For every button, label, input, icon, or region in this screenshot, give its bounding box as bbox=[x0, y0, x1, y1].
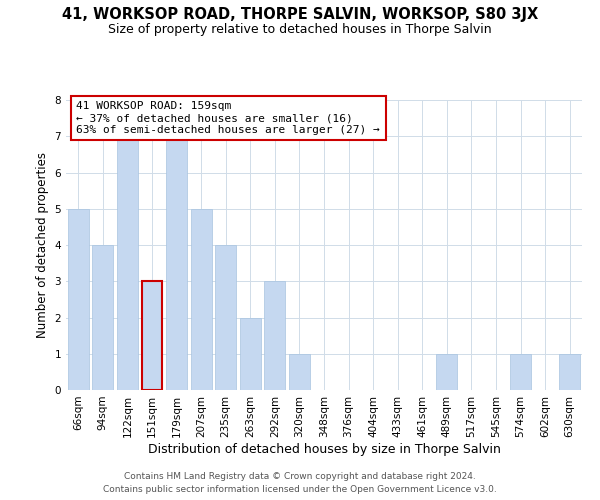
Bar bbox=[166, 136, 187, 390]
Bar bbox=[240, 318, 261, 390]
Bar bbox=[92, 245, 113, 390]
Y-axis label: Number of detached properties: Number of detached properties bbox=[36, 152, 49, 338]
Bar bbox=[117, 136, 138, 390]
Bar bbox=[68, 209, 89, 390]
Bar bbox=[559, 354, 580, 390]
Bar bbox=[142, 281, 163, 390]
Bar bbox=[289, 354, 310, 390]
Text: Size of property relative to detached houses in Thorpe Salvin: Size of property relative to detached ho… bbox=[108, 22, 492, 36]
Text: 41, WORKSOP ROAD, THORPE SALVIN, WORKSOP, S80 3JX: 41, WORKSOP ROAD, THORPE SALVIN, WORKSOP… bbox=[62, 8, 538, 22]
Bar bbox=[436, 354, 457, 390]
X-axis label: Distribution of detached houses by size in Thorpe Salvin: Distribution of detached houses by size … bbox=[148, 442, 500, 456]
Text: 41 WORKSOP ROAD: 159sqm
← 37% of detached houses are smaller (16)
63% of semi-de: 41 WORKSOP ROAD: 159sqm ← 37% of detache… bbox=[76, 102, 380, 134]
Text: Contains public sector information licensed under the Open Government Licence v3: Contains public sector information licen… bbox=[103, 485, 497, 494]
Bar bbox=[265, 281, 286, 390]
Bar bbox=[191, 209, 212, 390]
Text: Contains HM Land Registry data © Crown copyright and database right 2024.: Contains HM Land Registry data © Crown c… bbox=[124, 472, 476, 481]
Bar bbox=[510, 354, 531, 390]
Bar bbox=[215, 245, 236, 390]
